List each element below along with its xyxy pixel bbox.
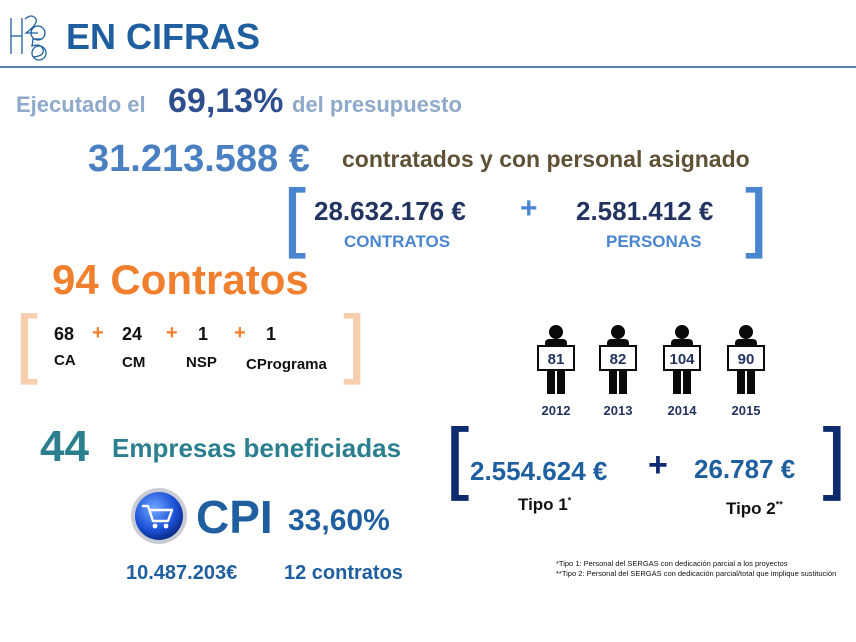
cpi-percent: 33,60% (288, 504, 390, 537)
plus-sign: + (520, 192, 538, 225)
budget-percent: 69,13% (168, 82, 284, 120)
companies-label: Empresas beneficiadas (112, 433, 402, 463)
year-2015: 2015 (732, 403, 761, 418)
left-bracket: [ (14, 300, 46, 393)
person-2013: 82 2013 (599, 325, 637, 418)
page-title: EN CIFRAS (66, 16, 261, 57)
companies-count: 44 (40, 422, 89, 471)
person-count-2014: 104 (669, 351, 695, 368)
plus-sign: + (166, 322, 178, 344)
tipo1-label: Tipo 1* (518, 495, 572, 514)
total-description: contratados y con personal asignado (342, 146, 750, 172)
footnote-tipo1: *Tipo 1: Personal del SERGAS con dedicac… (556, 559, 788, 568)
left-bracket: [ (282, 174, 314, 267)
cpi-label: CPI (196, 491, 273, 543)
left-bracket: [ (444, 412, 477, 510)
year-2013: 2013 (604, 403, 633, 418)
cpi-contracts: 12 contratos (284, 562, 403, 584)
contracts-amount: 28.632.176 € (314, 196, 466, 226)
year-2012: 2012 (542, 403, 571, 418)
header-divider (0, 66, 856, 68)
persons-per-year: 81 2012 82 2013 104 2014 90 2015 (537, 325, 765, 418)
contract-value-cm: 24 (122, 324, 143, 344)
contracts-label: CONTRATOS (344, 232, 451, 251)
plus-sign: + (92, 322, 104, 344)
contract-label-nsp: NSP (186, 354, 217, 371)
tipo1-amount: 2.554.624 € (470, 456, 608, 486)
person-2015: 90 2015 (727, 325, 765, 418)
right-bracket: ] (815, 412, 848, 510)
persons-amount: 2.581.412 € (576, 196, 714, 226)
footnote-tipo2: **Tipo 2: Personal del SERGAS con dedica… (556, 569, 837, 578)
person-count-2012: 81 (548, 351, 565, 368)
person-2014: 104 2014 (663, 325, 701, 418)
person-2012: 81 2012 (537, 325, 575, 418)
person-count-2015: 90 (738, 351, 755, 368)
shopping-cart-icon (131, 488, 187, 544)
cpi-amount: 10.487.203€ (126, 562, 238, 584)
budget-prefix: Ejecutado el (16, 92, 146, 117)
year-2014: 2014 (668, 403, 698, 418)
contract-value-ca: 68 (54, 324, 75, 344)
right-bracket: ] (738, 174, 770, 267)
budget-suffix: del presupuesto (292, 92, 462, 117)
contract-value-cprograma: 1 (266, 324, 277, 344)
contract-label-ca: CA (54, 352, 76, 369)
contracts-title: 94 Contratos (52, 256, 309, 303)
tipo2-amount: 26.787 € (694, 454, 796, 484)
contract-label-cm: CM (122, 354, 146, 371)
person-count-2013: 82 (610, 351, 627, 368)
contract-label-cprograma: CPrograma (246, 356, 327, 373)
plus-sign: + (648, 446, 668, 484)
total-amount: 31.213.588 € (88, 138, 310, 180)
persons-label: PERSONAS (606, 232, 702, 251)
right-bracket: ] (336, 300, 368, 393)
h2050-logo (10, 15, 47, 61)
plus-sign: + (234, 322, 246, 344)
contract-value-nsp: 1 (198, 324, 209, 344)
tipo2-label: Tipo 2** (726, 499, 783, 518)
